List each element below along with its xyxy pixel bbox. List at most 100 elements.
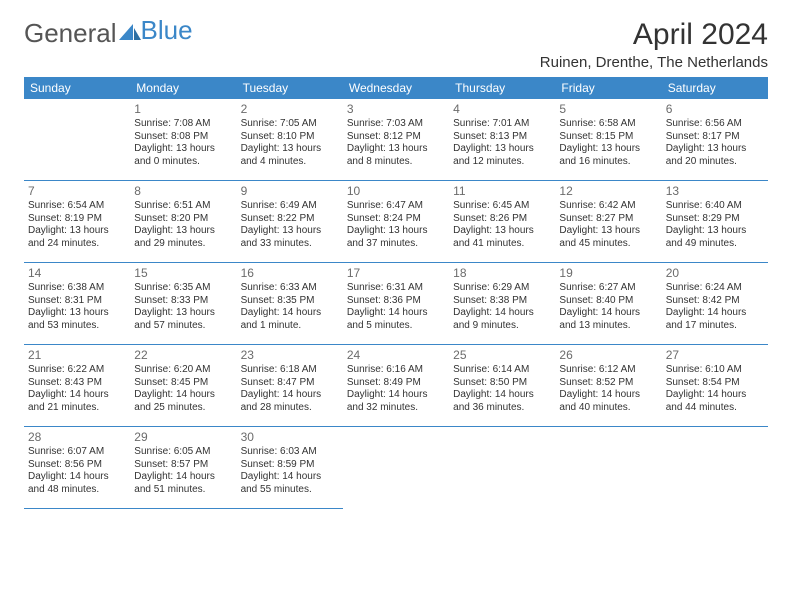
sunset-text: Sunset: 8:08 PM [134, 131, 232, 144]
calendar-cell: 7Sunrise: 6:54 AMSunset: 8:19 PMDaylight… [24, 181, 130, 263]
day-number: 22 [134, 348, 232, 363]
daylight-text: Daylight: 13 hours [347, 225, 445, 238]
sunrise-text: Sunrise: 7:05 AM [241, 118, 339, 131]
sunset-text: Sunset: 8:59 PM [241, 459, 339, 472]
daylight-text: Daylight: 14 hours [134, 471, 232, 484]
daylight-text-2: and 4 minutes. [241, 156, 339, 169]
sunset-text: Sunset: 8:26 PM [453, 213, 551, 226]
day-number: 9 [241, 184, 339, 199]
calendar-cell: 15Sunrise: 6:35 AMSunset: 8:33 PMDayligh… [130, 263, 236, 345]
sunrise-text: Sunrise: 6:49 AM [241, 200, 339, 213]
sunrise-text: Sunrise: 6:58 AM [559, 118, 657, 131]
daylight-text-2: and 41 minutes. [453, 238, 551, 251]
sunset-text: Sunset: 8:50 PM [453, 377, 551, 390]
daylight-text: Daylight: 13 hours [559, 225, 657, 238]
daylight-text: Daylight: 13 hours [28, 225, 126, 238]
sunrise-text: Sunrise: 6:40 AM [666, 200, 764, 213]
sunrise-text: Sunrise: 6:22 AM [28, 364, 126, 377]
daylight-text: Daylight: 14 hours [28, 471, 126, 484]
day-header-fri: Friday [555, 77, 661, 99]
day-number: 6 [666, 102, 764, 117]
daylight-text: Daylight: 13 hours [453, 225, 551, 238]
sunrise-text: Sunrise: 6:56 AM [666, 118, 764, 131]
day-number: 23 [241, 348, 339, 363]
day-header-tue: Tuesday [237, 77, 343, 99]
daylight-text-2: and 13 minutes. [559, 320, 657, 333]
sunrise-text: Sunrise: 6:05 AM [134, 446, 232, 459]
sunset-text: Sunset: 8:38 PM [453, 295, 551, 308]
daylight-text: Daylight: 14 hours [347, 389, 445, 402]
sunset-text: Sunset: 8:43 PM [28, 377, 126, 390]
daylight-text-2: and 12 minutes. [453, 156, 551, 169]
daylight-text-2: and 48 minutes. [28, 484, 126, 497]
calendar-cell: 10Sunrise: 6:47 AMSunset: 8:24 PMDayligh… [343, 181, 449, 263]
calendar-grid: Sunday Monday Tuesday Wednesday Thursday… [24, 77, 768, 509]
daylight-text: Daylight: 14 hours [666, 389, 764, 402]
day-number: 25 [453, 348, 551, 363]
daylight-text-2: and 29 minutes. [134, 238, 232, 251]
daylight-text: Daylight: 13 hours [559, 143, 657, 156]
calendar-cell: 26Sunrise: 6:12 AMSunset: 8:52 PMDayligh… [555, 345, 661, 427]
sunrise-text: Sunrise: 7:08 AM [134, 118, 232, 131]
sunset-text: Sunset: 8:27 PM [559, 213, 657, 226]
daylight-text-2: and 37 minutes. [347, 238, 445, 251]
calendar-cell [555, 427, 661, 509]
daylight-text: Daylight: 13 hours [134, 307, 232, 320]
page-header: General Blue April 2024 Ruinen, Drenthe,… [24, 18, 768, 71]
day-number: 5 [559, 102, 657, 117]
sunset-text: Sunset: 8:40 PM [559, 295, 657, 308]
sunset-text: Sunset: 8:22 PM [241, 213, 339, 226]
daylight-text-2: and 24 minutes. [28, 238, 126, 251]
sunset-text: Sunset: 8:47 PM [241, 377, 339, 390]
daylight-text: Daylight: 13 hours [134, 225, 232, 238]
calendar-cell: 29Sunrise: 6:05 AMSunset: 8:57 PMDayligh… [130, 427, 236, 509]
day-number: 26 [559, 348, 657, 363]
sunrise-text: Sunrise: 6:20 AM [134, 364, 232, 377]
daylight-text-2: and 49 minutes. [666, 238, 764, 251]
daylight-text-2: and 32 minutes. [347, 402, 445, 415]
daylight-text-2: and 33 minutes. [241, 238, 339, 251]
sunset-text: Sunset: 8:17 PM [666, 131, 764, 144]
daylight-text-2: and 44 minutes. [666, 402, 764, 415]
sunset-text: Sunset: 8:12 PM [347, 131, 445, 144]
sunset-text: Sunset: 8:49 PM [347, 377, 445, 390]
sunset-text: Sunset: 8:57 PM [134, 459, 232, 472]
day-number: 27 [666, 348, 764, 363]
day-number: 19 [559, 266, 657, 281]
daylight-text: Daylight: 14 hours [453, 307, 551, 320]
calendar-cell: 5Sunrise: 6:58 AMSunset: 8:15 PMDaylight… [555, 99, 661, 181]
calendar-cell: 25Sunrise: 6:14 AMSunset: 8:50 PMDayligh… [449, 345, 555, 427]
day-header-sun: Sunday [24, 77, 130, 99]
daylight-text: Daylight: 13 hours [666, 143, 764, 156]
daylight-text-2: and 5 minutes. [347, 320, 445, 333]
sunrise-text: Sunrise: 6:10 AM [666, 364, 764, 377]
daylight-text-2: and 25 minutes. [134, 402, 232, 415]
daylight-text: Daylight: 14 hours [241, 307, 339, 320]
daylight-text-2: and 1 minute. [241, 320, 339, 333]
calendar-cell: 22Sunrise: 6:20 AMSunset: 8:45 PMDayligh… [130, 345, 236, 427]
sunset-text: Sunset: 8:20 PM [134, 213, 232, 226]
sunrise-text: Sunrise: 6:42 AM [559, 200, 657, 213]
logo-text-blue: Blue [141, 15, 193, 46]
calendar-cell: 11Sunrise: 6:45 AMSunset: 8:26 PMDayligh… [449, 181, 555, 263]
sunset-text: Sunset: 8:56 PM [28, 459, 126, 472]
sunrise-text: Sunrise: 6:12 AM [559, 364, 657, 377]
day-number: 18 [453, 266, 551, 281]
day-header-mon: Monday [130, 77, 236, 99]
sunset-text: Sunset: 8:24 PM [347, 213, 445, 226]
daylight-text: Daylight: 14 hours [241, 471, 339, 484]
page-subtitle: Ruinen, Drenthe, The Netherlands [540, 54, 768, 71]
calendar-cell: 14Sunrise: 6:38 AMSunset: 8:31 PMDayligh… [24, 263, 130, 345]
sunrise-text: Sunrise: 6:16 AM [347, 364, 445, 377]
daylight-text: Daylight: 14 hours [666, 307, 764, 320]
calendar-cell: 20Sunrise: 6:24 AMSunset: 8:42 PMDayligh… [662, 263, 768, 345]
daylight-text-2: and 8 minutes. [347, 156, 445, 169]
sunrise-text: Sunrise: 6:33 AM [241, 282, 339, 295]
calendar-cell: 27Sunrise: 6:10 AMSunset: 8:54 PMDayligh… [662, 345, 768, 427]
sunset-text: Sunset: 8:29 PM [666, 213, 764, 226]
sunrise-text: Sunrise: 6:07 AM [28, 446, 126, 459]
day-header-sat: Saturday [662, 77, 768, 99]
logo-sail-icon [119, 18, 141, 49]
title-block: April 2024 Ruinen, Drenthe, The Netherla… [540, 18, 768, 71]
calendar-cell: 24Sunrise: 6:16 AMSunset: 8:49 PMDayligh… [343, 345, 449, 427]
